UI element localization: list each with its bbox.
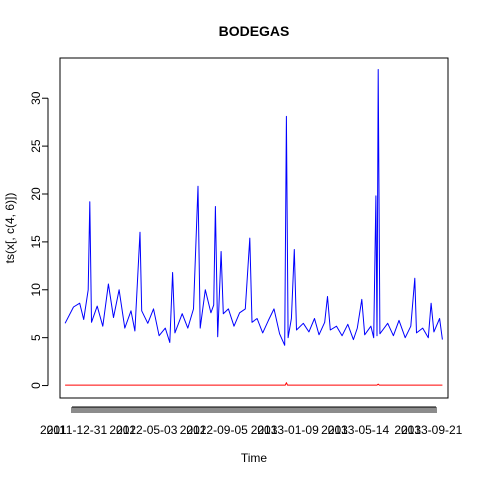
x-overprinted-label: 2011	[40, 423, 66, 437]
y-tick-label: 10	[29, 283, 43, 297]
x-tick-label: 2013-05-14	[328, 423, 390, 437]
x-overprinted-label: 2013	[251, 423, 278, 437]
x-tick-label: 2013-09-21	[401, 423, 463, 437]
x-tick-label: 2012-05-03	[116, 423, 178, 437]
x-axis-label: Time	[241, 451, 268, 465]
chart-title: BODEGAS	[219, 23, 290, 39]
plot-frame	[59, 57, 449, 399]
y-tick-label: 30	[29, 91, 43, 105]
x-overprinted-label: 2013	[394, 423, 421, 437]
y-tick-label: 20	[29, 187, 43, 201]
x-overprinted-label: 2012	[180, 423, 207, 437]
series-line-2	[65, 382, 443, 386]
series-line-1	[64, 69, 443, 346]
x-tick-label: 2013-01-09	[257, 423, 319, 437]
x-overprinted-label: 2013	[321, 423, 348, 437]
x-tick-label: 2011-12-31	[47, 423, 108, 437]
series-layer	[64, 69, 443, 386]
x-overprinted-label: 2012	[109, 423, 136, 437]
y-axis-label: ts(x[, c(4, 6)])	[3, 193, 17, 264]
x-tick-label: 2012-09-05	[186, 423, 248, 437]
y-tick-label: 0	[29, 382, 43, 389]
y-tick-label: 5	[29, 334, 43, 341]
y-tick-label: 15	[29, 235, 43, 249]
y-tick-label: 25	[29, 139, 43, 153]
y-axis: 0 5 10 15 20 25 30	[29, 91, 49, 389]
